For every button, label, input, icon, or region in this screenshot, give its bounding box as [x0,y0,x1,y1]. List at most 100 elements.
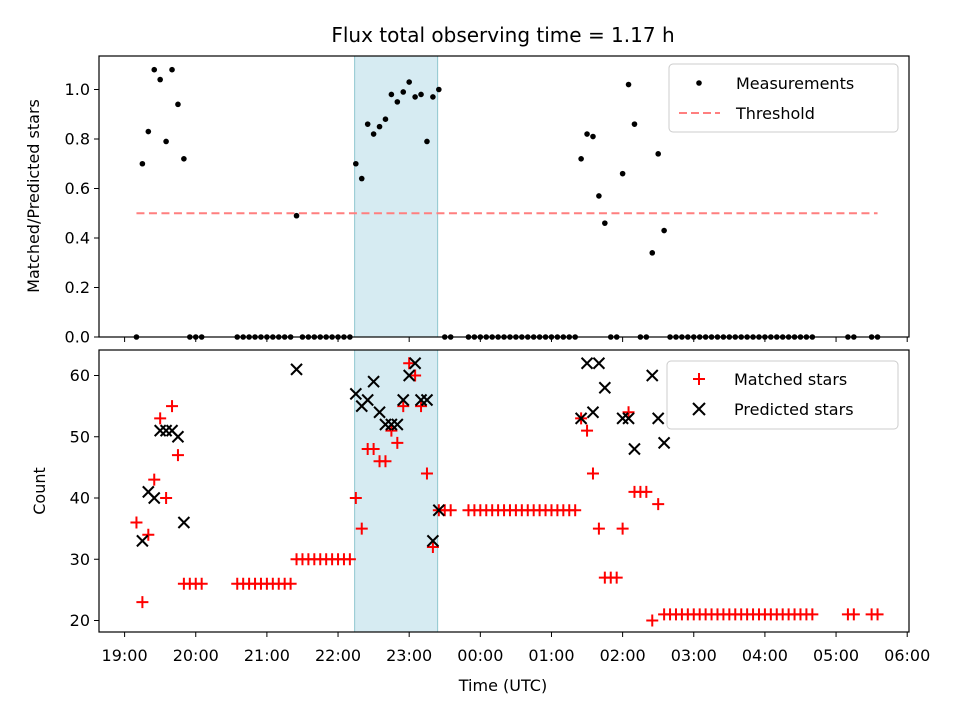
legend-measurements-marker [696,80,702,86]
measurement-point [406,79,412,85]
matched-star-point [142,528,155,541]
matched-star-point [385,424,398,437]
matched-star-point [426,541,439,553]
predicted-star-point [592,357,606,370]
measurement-point [578,156,584,162]
y-tick-label: 1.0 [65,80,90,99]
matched-star-point [349,492,362,504]
matched-star-point [444,504,457,517]
matched-star-point [415,400,428,413]
predicted-star-point [586,406,600,419]
x-tick-label: 02:00 [600,646,646,665]
predicted-star-point [598,381,612,394]
predicted-star-point [420,393,434,407]
measurement-point [412,94,418,100]
matched-star-point [367,443,380,455]
bottom-panel: 20 30 40 50 60 19:00 20:00 21:00 22:00 23:00 00:0… [30,349,930,695]
bottom-legend: Matched stars Predicted stars [666,360,899,430]
bottom-plot-area [130,357,884,627]
predicted-star-point [177,516,191,529]
matched-star-point [130,516,143,529]
measurement-point [661,227,667,234]
y-tick-label: 0.2 [65,278,90,297]
matched-star-point [160,492,173,504]
predicted-star-point [657,436,671,450]
matched-star-point [391,436,404,449]
measurement-point [436,86,442,93]
measurement-point [139,160,146,167]
measurement-point [394,99,401,105]
measurement-point [602,220,608,226]
x-tick-label: 22:00 [315,646,361,665]
matched-star-point [397,400,410,413]
matched-star-point [871,608,884,621]
y-tick-label: 30 [70,550,90,569]
measurement-point [151,66,158,73]
predicted-star-point [616,412,629,425]
chart-title: Flux total observing time = 1.17 h [331,23,674,47]
predicted-star-point [628,442,641,456]
matched-star-point [136,596,149,609]
matched-star-point [355,522,368,535]
matched-star-point [343,553,356,566]
legend-matched-marker [693,373,705,385]
measurement-point [584,131,590,137]
predicted-star-point [159,424,173,437]
top-y-axis-label: Matched/Predicted stars [24,99,43,293]
measurement-point [619,170,626,177]
x-tick-label: 06:00 [884,646,930,665]
predicted-star-point [651,412,665,425]
measurement-point [175,101,181,108]
x-tick-label: 04:00 [742,646,788,665]
y-tick-label: 0.0 [65,328,90,347]
x-tick-label: 01:00 [528,646,574,665]
predicted-star-point [408,357,422,370]
measurement-point [353,160,359,167]
measurement-point [424,138,430,145]
matched-star-point [403,357,416,370]
top-plot-area [133,66,881,340]
matched-star-point [284,577,297,590]
y-tick-label: 0.4 [65,229,90,248]
predicted-star-point [171,430,185,443]
predicted-star-point [391,418,404,431]
top-panel: 0.0 0.2 0.4 0.6 0.8 1.0 Matched/Predicted sta… [24,55,910,347]
measurement-point [376,123,383,130]
predicted-star-point [367,375,380,388]
measurement-point [382,116,389,122]
measurement-point [418,91,424,98]
matched-star-point [847,608,860,621]
top-axes-frame [98,55,910,338]
matched-star-point [616,522,629,535]
measurement-point [631,121,638,127]
matched-star-point [154,412,167,425]
predicted-star-point [136,534,149,548]
measurement-point [649,250,656,256]
y-tick-label: 60 [70,366,90,385]
matched-star-point [646,614,659,627]
predicted-star-point [580,357,594,370]
predicted-star-point [402,369,416,382]
measurement-point [655,151,661,157]
top-y-axis: 0.0 0.2 0.4 0.6 0.8 1.0 [65,80,99,347]
measurement-point [145,128,152,135]
bottom-x-axis: 19:00 20:00 21:00 22:00 23:00 00:00 01:00 02:00… [102,632,930,665]
measurement-point [169,66,175,73]
matched-star-point [409,369,422,382]
x-tick-label: 05:00 [813,646,859,665]
measurement-point [163,138,169,145]
matched-star-point [586,467,599,480]
matched-star-point [569,504,582,517]
bottom-x-axis-label: Time (UTC) [458,676,547,695]
y-tick-label: 20 [70,611,90,630]
bottom-y-axis-label: Count [30,467,49,515]
legend-matched-label: Matched stars [734,370,847,389]
measurement-point [358,175,365,182]
matched-star-point [622,406,635,419]
bottom-y-axis: 20 30 40 50 60 [70,366,99,630]
top-x-ticks [124,337,908,342]
matched-star-point [581,424,594,437]
legend-predicted-marker [692,402,706,416]
matched-star-point [420,467,433,480]
